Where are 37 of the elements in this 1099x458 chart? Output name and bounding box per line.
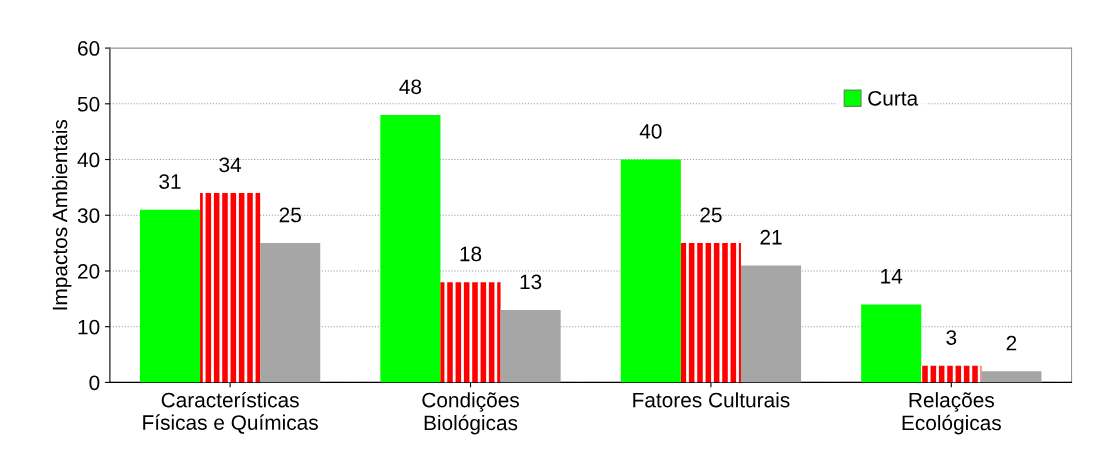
bar [620, 159, 681, 383]
data-label: 2 [1006, 335, 1017, 351]
bar [981, 371, 1042, 383]
data-label: 40 [639, 124, 662, 139]
bar [380, 114, 441, 383]
y-tick-label: 30 [77, 208, 100, 224]
y-tick-label: 20 [78, 263, 100, 279]
data-label: 48 [399, 79, 422, 95]
data-label: 13 [520, 274, 542, 290]
data-label: 31 [159, 174, 181, 189]
bar [260, 243, 321, 383]
y-tick-label: 40 [77, 152, 100, 168]
data-label: 18 [460, 246, 482, 262]
bar [680, 243, 741, 383]
y-tick-label: 60 [78, 41, 100, 56]
bar [921, 365, 982, 383]
x-tick-label: Características Físicas e Químicas [143, 391, 318, 434]
x-tick-label: Relações Ecológicas [902, 392, 1001, 435]
bar [500, 309, 561, 383]
data-label: 21 [760, 229, 782, 245]
y-tick-label: 0 [89, 375, 100, 391]
data-label: 25 [279, 207, 301, 223]
y-axis-title: Impactos Ambientais [52, 119, 72, 310]
y-tick-label: 50 [77, 96, 100, 112]
bar [440, 282, 501, 383]
x-tick-label: Fatores Culturais [633, 392, 790, 408]
data-label: 34 [219, 157, 242, 173]
bar [200, 192, 261, 383]
data-label: 25 [700, 207, 722, 223]
bar [139, 209, 201, 383]
legend-label: Curta [868, 90, 919, 106]
data-label: 3 [946, 330, 957, 345]
bar [740, 265, 802, 383]
data-label: 14 [881, 269, 903, 284]
y-tick-label: 10 [78, 319, 100, 335]
x-tick-label: Condições Biológicas [422, 392, 519, 435]
bar [861, 304, 922, 383]
